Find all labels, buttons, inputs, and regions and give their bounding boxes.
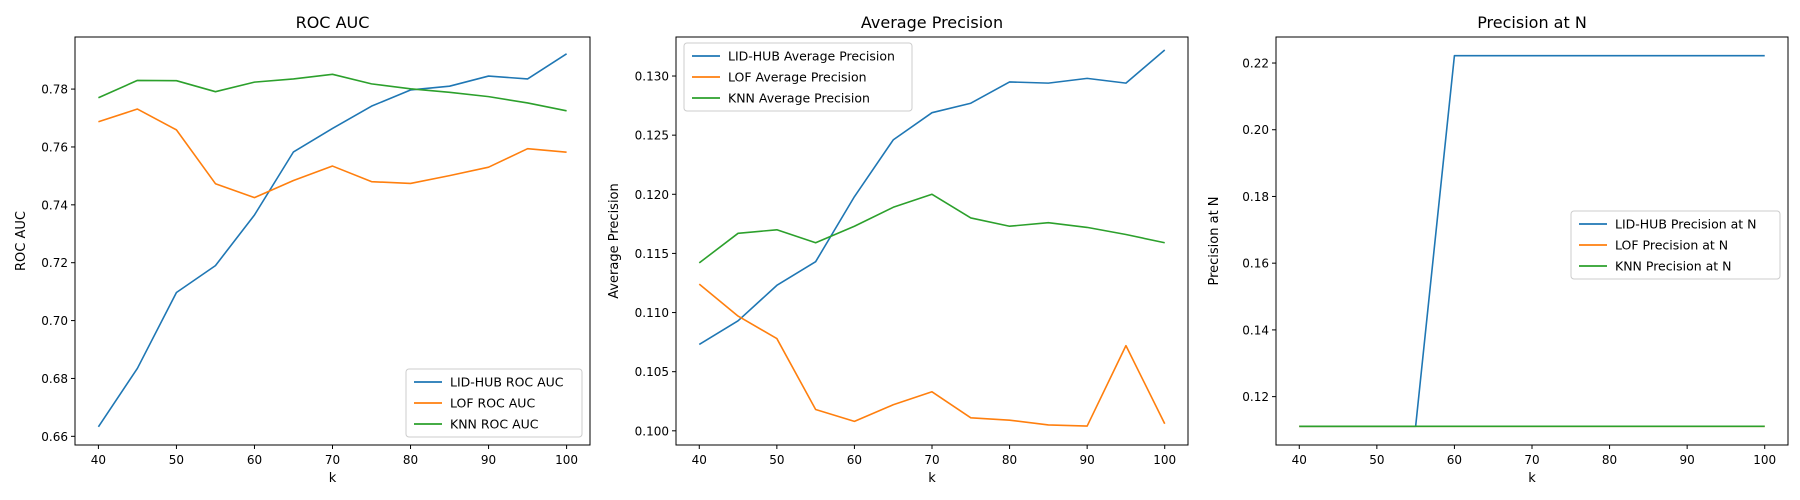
y-axis-label: ROC AUC xyxy=(14,211,29,271)
legend-box xyxy=(683,42,913,112)
x-tick-label: 40 xyxy=(91,453,106,467)
legend-entry: KNN Average Precision xyxy=(728,91,870,106)
y-tick-label: 0.14 xyxy=(1242,323,1269,337)
y-tick-label: 0.125 xyxy=(635,129,669,143)
y-axis-label: Average Precision xyxy=(607,183,622,299)
series-line-2 xyxy=(98,108,567,199)
y-tick-label: 0.120 xyxy=(635,188,669,202)
series-line-1 xyxy=(698,49,1166,346)
x-tick-label: 50 xyxy=(769,453,784,467)
x-tick-label: 50 xyxy=(169,453,184,467)
chart-title: ROC AUC xyxy=(296,13,370,32)
legend: LID-HUB Precision at N LOF Precision at N… xyxy=(1570,210,1781,280)
x-tick-label: 90 xyxy=(481,453,496,467)
y-tick-label: 0.76 xyxy=(41,140,68,154)
y-tick-label: 0.18 xyxy=(1242,190,1269,204)
x-tick-label: 80 xyxy=(403,453,418,467)
series-line-1 xyxy=(97,53,568,428)
x-tick-label: 60 xyxy=(847,453,862,467)
legend-entry: KNN ROC AUC xyxy=(450,417,539,432)
y-tick-label: 0.12 xyxy=(1242,390,1269,404)
chart-panel-3: 40 50 60 70 80 90 100 0.12 0.14 0.16 0.18 0.20 0.22 P… xyxy=(1207,13,1789,486)
x-tick-label: 60 xyxy=(1447,453,1462,467)
y-tick-label: 0.130 xyxy=(635,70,669,84)
series-line-3 xyxy=(98,73,567,112)
x-axis-label: k xyxy=(928,471,936,486)
y-tick-label: 0.105 xyxy=(635,365,669,379)
y-tick-label: 0.20 xyxy=(1242,123,1269,137)
y-tick-label: 0.110 xyxy=(635,306,669,320)
legend: LID-HUB ROC AUC LOF ROC AUC KNN ROC AUC xyxy=(405,368,583,438)
legend-entry: KNN Precision at N xyxy=(1615,259,1732,274)
x-tick-label: 80 xyxy=(1602,453,1617,467)
legend-entry: LID-HUB Average Precision xyxy=(728,49,895,64)
x-axis-label: k xyxy=(1528,471,1536,486)
x-tick-label: 100 xyxy=(1753,453,1776,467)
chart-title: Precision at N xyxy=(1477,13,1587,32)
y-axis-label: Precision at N xyxy=(1207,196,1222,285)
legend-box xyxy=(405,368,583,438)
series-line-3 xyxy=(698,193,1165,264)
y-tick-label: 0.72 xyxy=(41,256,68,270)
y-tick-label: 0.78 xyxy=(41,83,68,97)
legend-entry: LOF Average Precision xyxy=(728,70,867,85)
y-tick-label: 0.115 xyxy=(635,247,669,261)
x-tick-label: 70 xyxy=(924,453,939,467)
x-tick-label: 70 xyxy=(1524,453,1539,467)
x-tick-label: 100 xyxy=(1153,453,1176,467)
y-tick-label: 0.16 xyxy=(1242,257,1269,271)
x-tick-label: 100 xyxy=(555,453,578,467)
chart-panel-1: 40 50 60 70 80 90 100 0.66 0.68 0.70 0.72 0.74 0.76 0… xyxy=(14,13,591,486)
legend: LID-HUB Average Precision LOF Average Pre… xyxy=(683,42,913,112)
x-tick-label: 50 xyxy=(1369,453,1384,467)
x-axis-label: k xyxy=(329,471,337,486)
x-tick-label: 90 xyxy=(1080,453,1095,467)
series-line-2 xyxy=(698,283,1166,427)
chart-panel-2: 40 50 60 70 80 90 100 0.100 0.105 0.110 0.115 0.120… xyxy=(607,13,1189,486)
y-tick-label: 0.66 xyxy=(41,430,68,444)
y-tick-label: 0.22 xyxy=(1242,57,1269,71)
y-tick-label: 0.70 xyxy=(41,314,68,328)
x-tick-label: 90 xyxy=(1680,453,1695,467)
x-tick-label: 40 xyxy=(692,453,707,467)
y-tick-label: 0.100 xyxy=(635,424,669,438)
x-tick-label: 70 xyxy=(325,453,340,467)
legend-entry: LOF ROC AUC xyxy=(450,396,535,411)
legend-entry: LID-HUB Precision at N xyxy=(1615,217,1757,232)
x-tick-label: 60 xyxy=(247,453,262,467)
y-tick-label: 0.68 xyxy=(41,372,68,386)
y-tick-label: 0.74 xyxy=(41,198,68,212)
legend-box xyxy=(1570,210,1781,280)
legend-entry: LOF Precision at N xyxy=(1615,238,1728,253)
chart-title: Average Precision xyxy=(861,13,1003,32)
x-tick-label: 80 xyxy=(1002,453,1017,467)
x-tick-label: 40 xyxy=(1292,453,1307,467)
legend-entry: LID-HUB ROC AUC xyxy=(450,375,564,390)
